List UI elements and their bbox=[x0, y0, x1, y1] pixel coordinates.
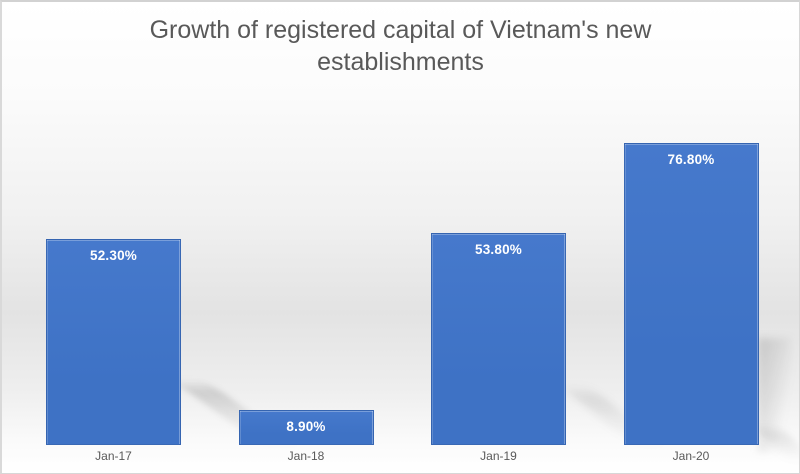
bar-value-label: 53.80% bbox=[475, 242, 522, 257]
bar-value-label: 52.30% bbox=[90, 248, 137, 263]
plot-area: 52.30% 8.90% 53.80% 76.80% bbox=[2, 2, 799, 445]
bar-Jan-18: 8.90% bbox=[238, 410, 374, 445]
x-axis-label: Jan-20 bbox=[672, 449, 710, 463]
bar-Jan-17: 52.30% bbox=[46, 239, 181, 445]
x-axis-label: Jan-19 bbox=[480, 449, 517, 463]
bar-value-label: 8.90% bbox=[286, 419, 326, 434]
bar-value-label: 76.80% bbox=[667, 152, 715, 167]
chart-title: Growth of registered capital of Vietnam'… bbox=[149, 16, 652, 76]
x-axis-label: Jan-18 bbox=[287, 449, 325, 463]
x-axis-label: Jan-17 bbox=[95, 449, 132, 463]
x-axis: Jan-17 Jan-18 Jan-19 Jan-20 bbox=[2, 449, 799, 473]
bar-Jan-20: 76.80% bbox=[623, 143, 759, 445]
bar-Jan-19: 53.80% bbox=[431, 233, 566, 445]
